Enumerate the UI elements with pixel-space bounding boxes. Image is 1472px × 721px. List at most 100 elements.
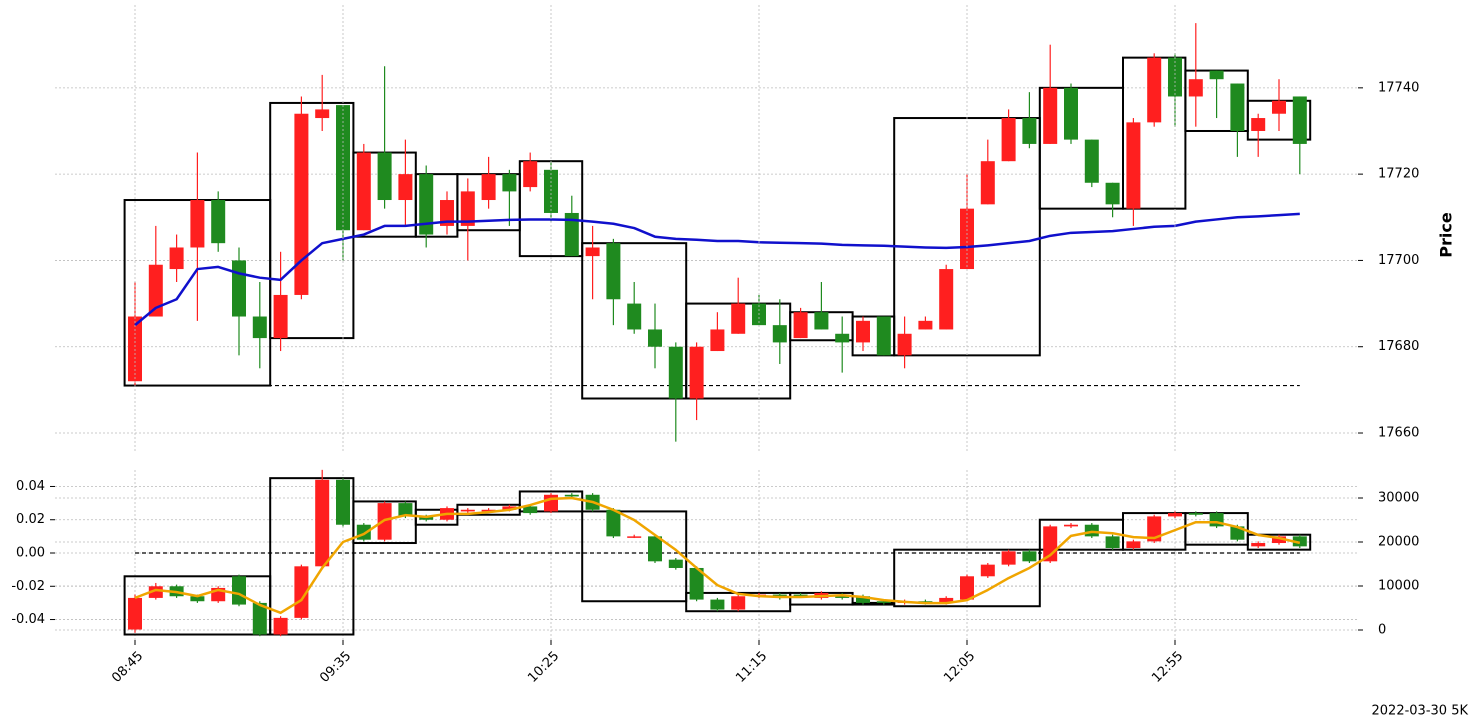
candle-body — [939, 269, 954, 330]
candle-body — [460, 191, 475, 226]
candle-body — [232, 576, 246, 605]
candle-body — [564, 494, 579, 497]
candle-body — [1064, 524, 1078, 527]
y-tick-label: 17700 — [1378, 253, 1419, 268]
candle-body — [1001, 118, 1016, 162]
candle-body — [793, 312, 808, 339]
candle-body — [440, 200, 454, 226]
candle-body — [1001, 551, 1016, 565]
candle-body — [1126, 122, 1141, 209]
y2-tick-label: 30000 — [1378, 491, 1419, 506]
candle-body — [252, 602, 267, 635]
y-tick-label: 0.04 — [16, 479, 45, 494]
candle-body — [1084, 139, 1099, 183]
candle-body — [731, 303, 746, 334]
candle-body — [1022, 118, 1037, 144]
candle-body — [835, 333, 850, 343]
candle-body — [627, 536, 642, 538]
candle-body — [668, 559, 683, 568]
candle-body — [606, 509, 621, 537]
candle-body — [793, 594, 808, 597]
candle-body — [1147, 57, 1162, 123]
candle-body — [856, 320, 870, 343]
candle-body — [1022, 551, 1037, 562]
candle-body — [148, 586, 163, 598]
candle-body — [336, 105, 350, 231]
y-tick-label: 17740 — [1378, 80, 1419, 95]
candle-body — [1105, 182, 1120, 205]
candle-body — [232, 260, 246, 317]
candle-body — [356, 152, 371, 231]
candle-body — [564, 212, 579, 257]
candle-body — [128, 597, 142, 630]
candle-body — [731, 596, 746, 610]
y-tick-label: -0.04 — [11, 612, 45, 627]
box — [893, 548, 1041, 608]
candle-body — [481, 174, 496, 201]
y2-tick-label: 0 — [1378, 622, 1386, 637]
candle-body — [1168, 513, 1182, 517]
y-tick-label: 0.02 — [16, 512, 45, 527]
candle-body — [148, 264, 163, 317]
candle-body — [585, 247, 600, 257]
candle-body — [211, 200, 226, 244]
candle-body — [668, 346, 683, 399]
y-tick-label: 0.00 — [16, 546, 45, 561]
candle-body — [315, 479, 330, 567]
candle-body — [1043, 87, 1058, 144]
y-tick-label: 17680 — [1378, 339, 1419, 354]
candle-body — [502, 506, 517, 510]
candle-body — [710, 599, 725, 610]
candle-body — [648, 329, 662, 347]
candle-body — [294, 113, 309, 295]
candle-body — [1105, 536, 1120, 549]
candle-body — [128, 316, 142, 382]
y-tick-label: 17660 — [1378, 426, 1419, 441]
y2-tick-label: 10000 — [1378, 578, 1419, 593]
candle-body — [1188, 79, 1203, 97]
candle-body — [190, 200, 205, 248]
candle-body — [1272, 100, 1286, 114]
candle-body — [523, 161, 538, 188]
x-tick-label: 08:45 — [109, 649, 146, 686]
x-tick-label: 12:55 — [1149, 649, 1186, 686]
x-tick-label: 11:15 — [733, 649, 770, 686]
candle-body — [627, 303, 642, 330]
candle-body — [481, 509, 496, 512]
candle-body — [1292, 96, 1307, 144]
candle-body — [897, 333, 912, 356]
line-series — [134, 212, 1300, 327]
candle-body — [648, 536, 662, 562]
footnote: 2022-03-30 5K — [1372, 704, 1469, 719]
candle-body — [876, 316, 891, 356]
x-tick-label: 09:35 — [317, 649, 354, 686]
line-series — [134, 496, 1301, 615]
candle-body — [1251, 118, 1266, 131]
candle-body — [1230, 526, 1245, 540]
y-tick-label: 17720 — [1378, 167, 1419, 182]
candle-body — [980, 564, 995, 577]
candle-body — [1251, 543, 1266, 547]
x-tick-label: 12:05 — [941, 649, 978, 686]
candle-body — [377, 152, 392, 201]
candle-body — [918, 320, 933, 330]
box — [269, 477, 355, 636]
box — [123, 575, 272, 636]
candle-body — [169, 247, 184, 270]
candle-body — [1292, 536, 1307, 547]
candle-body — [1188, 513, 1203, 515]
candle-body — [190, 596, 205, 602]
candle-body — [544, 494, 558, 512]
candle-body — [876, 601, 891, 603]
candle-body — [398, 174, 413, 201]
candle-body — [772, 325, 787, 343]
y2-tick-label: 20000 — [1378, 535, 1419, 550]
candle-body — [315, 109, 330, 119]
candle-body — [336, 479, 350, 525]
y-axis-label: Price — [1437, 212, 1456, 258]
candle-body — [1230, 83, 1245, 131]
candle-body — [1272, 536, 1286, 544]
candle-body — [689, 346, 704, 399]
candle-body — [980, 161, 995, 205]
